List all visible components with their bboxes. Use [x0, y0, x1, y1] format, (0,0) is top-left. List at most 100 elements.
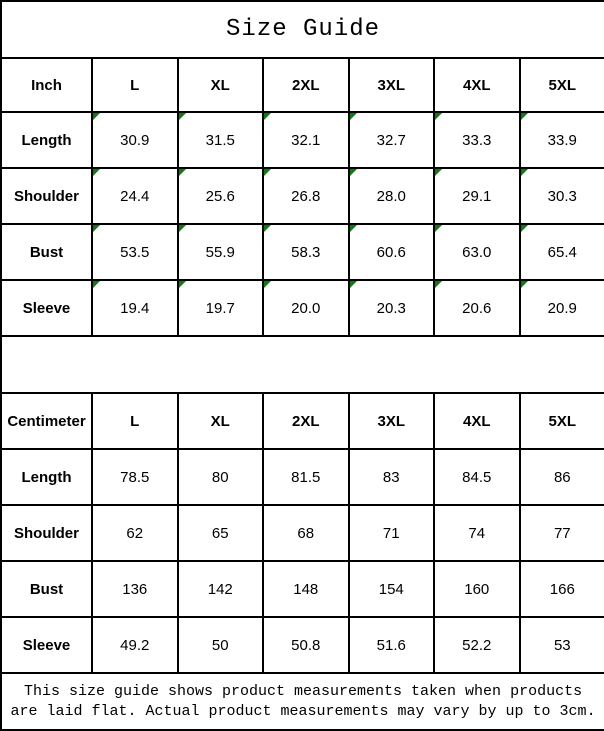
cell-marker-icon [350, 225, 357, 232]
cell-marker-icon [93, 169, 100, 176]
size-value: 30.9 [120, 132, 149, 149]
size-value-cell: 77 [520, 505, 604, 561]
size-value: 20.6 [462, 300, 491, 317]
size-value-cell: 20.9 [520, 280, 604, 336]
cell-marker-icon [93, 113, 100, 120]
cell-marker-icon [350, 169, 357, 176]
size-value-cell: 25.6 [178, 168, 264, 224]
size-value-cell: 20.6 [434, 280, 520, 336]
size-value-cell: 78.5 [92, 449, 178, 505]
size-value-cell: 80 [178, 449, 264, 505]
row-label-shoulder: Shoulder [1, 168, 92, 224]
size-value: 33.3 [462, 132, 491, 149]
page-title: Size Guide [1, 1, 604, 58]
centimeter-header-row: Centimeter L XL 2XL 3XL 4XL 5XL [1, 393, 604, 449]
size-value-cell: 84.5 [434, 449, 520, 505]
size-value-cell: 58.3 [263, 224, 349, 280]
cell-marker-icon [264, 113, 271, 120]
size-col-header: 2XL [263, 58, 349, 112]
size-value-cell: 53 [520, 617, 604, 673]
row-label-shoulder: Shoulder [1, 505, 92, 561]
row-label-sleeve: Sleeve [1, 280, 92, 336]
row-label-length: Length [1, 449, 92, 505]
size-value: 60.6 [377, 244, 406, 261]
cell-marker-icon [435, 113, 442, 120]
size-value-cell: 160 [434, 561, 520, 617]
size-value: 31.5 [206, 132, 235, 149]
size-value: 19.4 [120, 300, 149, 317]
size-col-header: XL [178, 58, 264, 112]
cell-marker-icon [179, 281, 186, 288]
size-value-cell: 32.1 [263, 112, 349, 168]
size-value-cell: 68 [263, 505, 349, 561]
size-value-cell: 53.5 [92, 224, 178, 280]
table-row: Shoulder 24.4 25.6 26.8 28.0 29.1 30.3 [1, 168, 604, 224]
table-row: Bust 136 142 148 154 160 166 [1, 561, 604, 617]
row-label-bust: Bust [1, 561, 92, 617]
footnote-line: are laid flat. Actual product measuremen… [2, 702, 604, 722]
size-value-cell: 28.0 [349, 168, 435, 224]
size-value-cell: 31.5 [178, 112, 264, 168]
size-value: 33.9 [548, 132, 577, 149]
size-value-cell: 71 [349, 505, 435, 561]
size-value: 20.3 [377, 300, 406, 317]
size-value-cell: 148 [263, 561, 349, 617]
cell-marker-icon [179, 113, 186, 120]
size-value: 32.1 [291, 132, 320, 149]
size-value-cell: 55.9 [178, 224, 264, 280]
size-value-cell: 32.7 [349, 112, 435, 168]
footnote: This size guide shows product measuremen… [1, 673, 604, 730]
size-value-cell: 20.0 [263, 280, 349, 336]
spacer-row [1, 336, 604, 393]
size-col-header: 5XL [520, 393, 604, 449]
cell-marker-icon [264, 169, 271, 176]
size-value-cell: 65 [178, 505, 264, 561]
size-col-header: 4XL [434, 393, 520, 449]
size-value-cell: 33.3 [434, 112, 520, 168]
table-row: Length 30.9 31.5 32.1 32.7 33.3 33.9 [1, 112, 604, 168]
size-value-cell: 29.1 [434, 168, 520, 224]
size-value: 25.6 [206, 188, 235, 205]
size-value-cell: 24.4 [92, 168, 178, 224]
size-value: 19.7 [206, 300, 235, 317]
size-value: 29.1 [462, 188, 491, 205]
size-value: 32.7 [377, 132, 406, 149]
size-value-cell: 74 [434, 505, 520, 561]
cell-marker-icon [350, 281, 357, 288]
footnote-row: This size guide shows product measuremen… [1, 673, 604, 730]
footnote-line: This size guide shows product measuremen… [2, 682, 604, 702]
cell-marker-icon [93, 281, 100, 288]
size-value-cell: 60.6 [349, 224, 435, 280]
size-value-cell: 166 [520, 561, 604, 617]
cell-marker-icon [264, 225, 271, 232]
table-row: Sleeve 49.2 50 50.8 51.6 52.2 53 [1, 617, 604, 673]
size-value-cell: 30.9 [92, 112, 178, 168]
size-value-cell: 65.4 [520, 224, 604, 280]
size-value-cell: 62 [92, 505, 178, 561]
cell-marker-icon [435, 225, 442, 232]
cell-marker-icon [521, 225, 528, 232]
size-col-header: L [92, 58, 178, 112]
unit-label-inch: Inch [1, 58, 92, 112]
size-value-cell: 33.9 [520, 112, 604, 168]
size-value: 55.9 [206, 244, 235, 261]
size-value-cell: 81.5 [263, 449, 349, 505]
size-value-cell: 26.8 [263, 168, 349, 224]
size-value-cell: 52.2 [434, 617, 520, 673]
cell-marker-icon [350, 113, 357, 120]
size-col-header: 3XL [349, 58, 435, 112]
cell-marker-icon [264, 281, 271, 288]
size-col-header: 5XL [520, 58, 604, 112]
size-value: 63.0 [462, 244, 491, 261]
cell-marker-icon [93, 225, 100, 232]
row-label-length: Length [1, 112, 92, 168]
table-row: Shoulder 62 65 68 71 74 77 [1, 505, 604, 561]
size-col-header: 3XL [349, 393, 435, 449]
cell-marker-icon [521, 281, 528, 288]
cell-marker-icon [435, 169, 442, 176]
cell-marker-icon [521, 169, 528, 176]
size-value-cell: 86 [520, 449, 604, 505]
size-value-cell: 63.0 [434, 224, 520, 280]
spacer-cell [1, 336, 604, 393]
size-value-cell: 19.7 [178, 280, 264, 336]
